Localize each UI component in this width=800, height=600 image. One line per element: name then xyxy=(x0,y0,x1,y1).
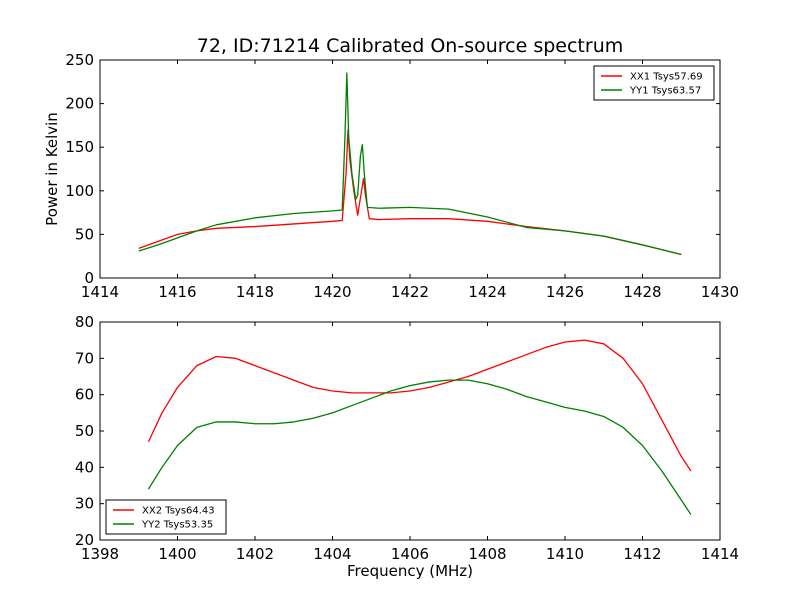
top-series-line-1 xyxy=(138,129,682,256)
bottom-x-tick-label: 1408 xyxy=(468,545,506,563)
top-y-tick-label: 50 xyxy=(75,225,94,243)
bottom-x-axis-label: Frequency (MHz) xyxy=(347,562,473,580)
bottom-y-tick-label: 30 xyxy=(75,495,94,513)
bottom-x-tick-label: 1414 xyxy=(701,545,739,563)
bottom-y-tick-label: 40 xyxy=(75,458,94,476)
top-y-axis-label: Power in Kelvin xyxy=(43,112,61,226)
bottom-legend-box xyxy=(105,499,227,535)
top-x-tick-label: 1424 xyxy=(468,283,506,301)
plot-panel-bottom: 1398 1400 1402 1404 1406 1408 1410 1412 1414 20 30… xyxy=(75,313,739,563)
top-y-tick-label: 0 xyxy=(84,269,94,287)
top-series-line-2 xyxy=(138,72,682,256)
bottom-y-tick-label: 50 xyxy=(75,422,94,440)
top-x-tick-label: 1418 xyxy=(236,283,274,301)
bottom-x-tick-label: 1400 xyxy=(158,545,196,563)
top-legend-label-2: YY1 Tsys63.57 xyxy=(629,86,701,97)
top-x-tick-label: 1426 xyxy=(546,283,584,301)
top-x-tick-label: 1420 xyxy=(313,283,351,301)
bottom-y-tick-label: 20 xyxy=(75,531,94,549)
bottom-legend-label-1: XX2 Tsys64.43 xyxy=(142,506,215,517)
bottom-y-tick-label: 70 xyxy=(75,349,94,367)
top-x-tick-label: 1428 xyxy=(623,283,661,301)
top-x-tick-label: 1430 xyxy=(701,283,739,301)
top-y-tick-label: 100 xyxy=(65,182,94,200)
bottom-y-tick-label: 60 xyxy=(75,386,94,404)
bottom-x-tick-label: 1402 xyxy=(236,545,274,563)
chart-title: 72, ID:71214 Calibrated On-source spectr… xyxy=(197,35,624,57)
bottom-x-tick-label: 1410 xyxy=(546,545,584,563)
top-x-tick-label: 1416 xyxy=(158,283,196,301)
top-y-tick-label: 250 xyxy=(65,51,94,69)
top-x-tick-label: 1414 xyxy=(81,283,119,301)
top-legend-label-1: XX1 Tsys57.69 xyxy=(630,72,703,83)
bottom-legend: XX2 Tsys64.43 YY2 Tsys53.35 xyxy=(105,499,227,535)
bottom-series-line-1 xyxy=(147,339,692,472)
bottom-x-tick-label: 1406 xyxy=(391,545,429,563)
bottom-legend-label-2: YY2 Tsys53.35 xyxy=(141,520,213,531)
top-y-tick-label: 200 xyxy=(65,95,94,113)
plot-panel-top: 1414 1416 1418 1420 1422 1424 1426 1428 1430 0 50 1… xyxy=(65,51,739,301)
bottom-x-tick-label: 1398 xyxy=(81,545,119,563)
top-x-tick-label: 1422 xyxy=(391,283,429,301)
top-legend: XX1 Tsys57.69 YY1 Tsys63.57 xyxy=(593,65,715,101)
bottom-x-tick-label: 1412 xyxy=(623,545,661,563)
bottom-x-tick-label: 1404 xyxy=(313,545,351,563)
top-y-tick-label: 150 xyxy=(65,138,94,156)
top-legend-box xyxy=(593,65,715,101)
bottom-series-line-2 xyxy=(147,379,692,515)
bottom-y-tick-label: 80 xyxy=(75,313,94,331)
